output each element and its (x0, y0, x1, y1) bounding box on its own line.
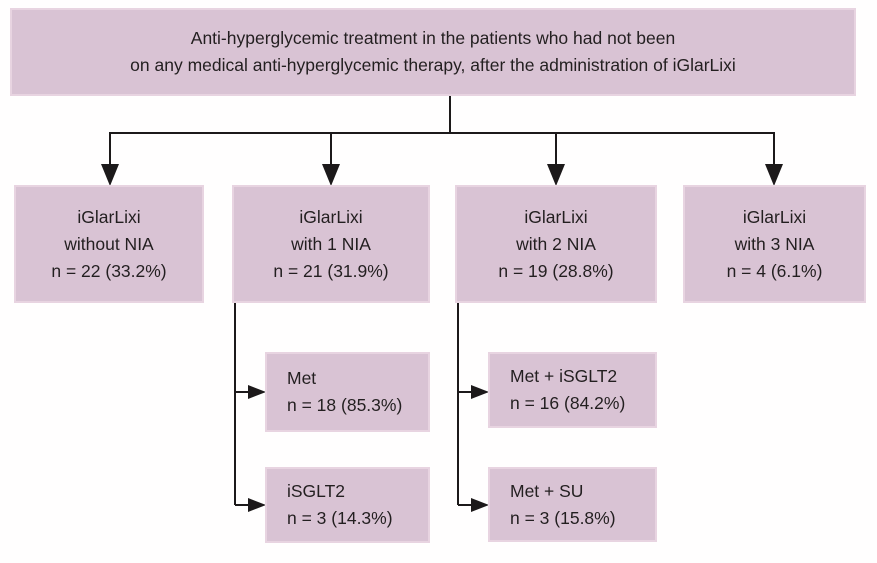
group-box-without-nia: iGlarLixi without NIA n = 22 (33.2%) (14, 185, 204, 303)
sub-box-isglt2: iSGLT2 n = 3 (14.3%) (265, 467, 430, 543)
regimen-label: with 1 NIA (291, 233, 371, 254)
count-label: n = 3 (14.3%) (287, 508, 393, 528)
sub-box-met-su: Met + SU n = 3 (15.8%) (488, 467, 657, 542)
count-label: n = 16 (84.2%) (510, 393, 626, 413)
arrow-down-icon (765, 164, 783, 186)
group-box-with-2-nia: iGlarLixi with 2 NIA n = 19 (28.8%) (455, 185, 657, 303)
sub-box-met-isglt2: Met + iSGLT2 n = 16 (84.2%) (488, 352, 657, 428)
therapy-label: Met (287, 368, 317, 388)
count-label: n = 22 (33.2%) (51, 260, 167, 281)
arrow-right-icon (471, 498, 489, 512)
arrow-right-icon (471, 385, 489, 399)
therapy-label: Met + iSGLT2 (510, 366, 618, 386)
regimen-label: with 3 NIA (734, 233, 815, 254)
count-label: n = 21 (31.9%) (273, 260, 389, 281)
count-label: n = 3 (15.8%) (510, 507, 616, 528)
count-label: n = 18 (85.3%) (287, 395, 403, 415)
drug-label: iGlarLixi (299, 206, 363, 227)
sub-box-met: Met n = 18 (85.3%) (265, 352, 430, 432)
regimen-label: with 2 NIA (516, 233, 596, 254)
root-box: Anti-hyperglycemic treatment in the pati… (10, 8, 856, 96)
drug-label: iGlarLixi (742, 206, 807, 227)
group-box-with-3-nia: iGlarLixi with 3 NIA n = 4 (6.1%) (683, 185, 866, 303)
therapy-label: iSGLT2 (287, 481, 346, 501)
root-box-text-line2: on any medical anti-hyperglycemic therap… (130, 55, 736, 75)
arrow-down-icon (101, 164, 119, 186)
arrow-down-icon (322, 164, 340, 186)
arrow-down-icon (547, 164, 565, 186)
count-label: n = 19 (28.8%) (498, 260, 614, 281)
drug-label: iGlarLixi (524, 206, 588, 227)
group-box-with-1-nia: iGlarLixi with 1 NIA n = 21 (31.9%) (232, 185, 430, 303)
therapy-label: Met + SU (510, 480, 584, 501)
arrow-right-icon (248, 385, 266, 399)
drug-label: iGlarLixi (77, 206, 141, 227)
arrow-right-icon (248, 498, 266, 512)
regimen-label: without NIA (64, 233, 154, 254)
count-label: n = 4 (6.1%) (726, 260, 823, 281)
root-box-text-line1: Anti-hyperglycemic treatment in the pati… (190, 28, 676, 48)
